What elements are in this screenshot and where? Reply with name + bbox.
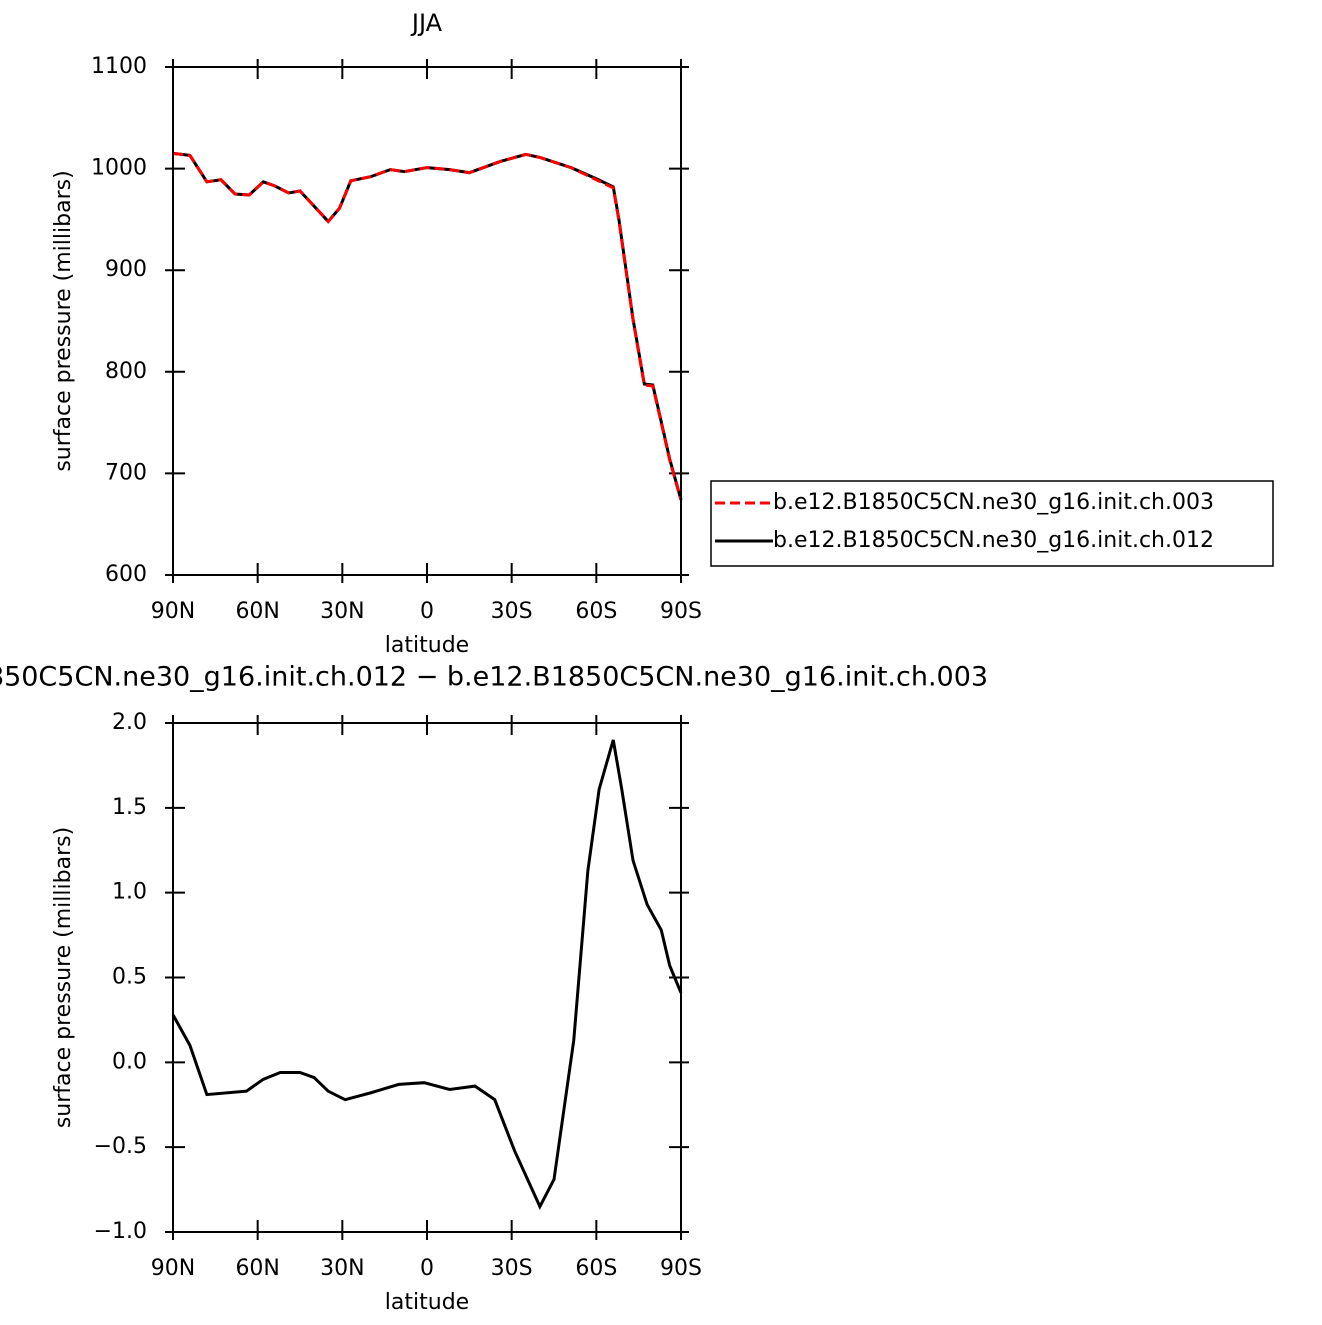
y-tick-label: 900 bbox=[105, 257, 147, 282]
y-tick-label: 0.5 bbox=[112, 965, 147, 990]
y-axis-label: surface pressure (millibars) bbox=[51, 827, 76, 1128]
x-tick-label: 0 bbox=[420, 599, 434, 624]
plot-frame bbox=[172, 722, 682, 1233]
legend-box bbox=[710, 480, 1274, 567]
x-tick-label: 60S bbox=[575, 599, 617, 624]
x-tick-label: 60S bbox=[575, 1256, 617, 1281]
data-line bbox=[171, 739, 683, 1210]
y-tick-label: 0.0 bbox=[112, 1049, 147, 1074]
x-tick-label: 30S bbox=[491, 599, 533, 624]
x-tick-label: 90N bbox=[151, 599, 195, 624]
x-tick-label: 90N bbox=[151, 1256, 195, 1281]
y-tick-label: 1.5 bbox=[112, 795, 147, 820]
x-tick-label: 30N bbox=[320, 1256, 364, 1281]
legend-label: b.e12.B1850C5CN.ne30_g16.init.ch.003 bbox=[773, 490, 1214, 515]
y-tick-label: 1.0 bbox=[112, 880, 147, 905]
y-tick-label: 700 bbox=[105, 460, 147, 485]
data-line bbox=[172, 151, 683, 501]
plot-frame bbox=[172, 66, 682, 576]
x-tick-label: 90S bbox=[660, 1256, 702, 1281]
y-tick-label: 800 bbox=[105, 359, 147, 384]
legend-label: b.e12.B1850C5CN.ne30_g16.init.ch.012 bbox=[773, 528, 1214, 553]
x-tick-label: 30S bbox=[491, 1256, 533, 1281]
x-axis-label: latitude bbox=[385, 1290, 469, 1315]
x-tick-label: 60N bbox=[235, 599, 279, 624]
y-tick-label: −1.0 bbox=[94, 1219, 147, 1244]
y-tick-label: 2.0 bbox=[112, 710, 147, 735]
chart-title: JJA bbox=[410, 9, 443, 37]
x-tick-label: 30N bbox=[320, 599, 364, 624]
y-tick-label: 1100 bbox=[91, 54, 147, 79]
x-axis-label: latitude bbox=[385, 633, 469, 658]
y-tick-label: −0.5 bbox=[94, 1134, 147, 1159]
data-line bbox=[172, 151, 683, 501]
y-axis-label: surface pressure (millibars) bbox=[51, 170, 76, 471]
x-tick-label: 90S bbox=[660, 599, 702, 624]
x-tick-label: 60N bbox=[235, 1256, 279, 1281]
y-tick-label: 600 bbox=[105, 562, 147, 587]
chart-title: b.e12.B1850C5CN.ne30_g16.init.ch.012 − b… bbox=[0, 662, 988, 693]
x-tick-label: 0 bbox=[420, 1256, 434, 1281]
y-tick-label: 1000 bbox=[91, 156, 147, 181]
